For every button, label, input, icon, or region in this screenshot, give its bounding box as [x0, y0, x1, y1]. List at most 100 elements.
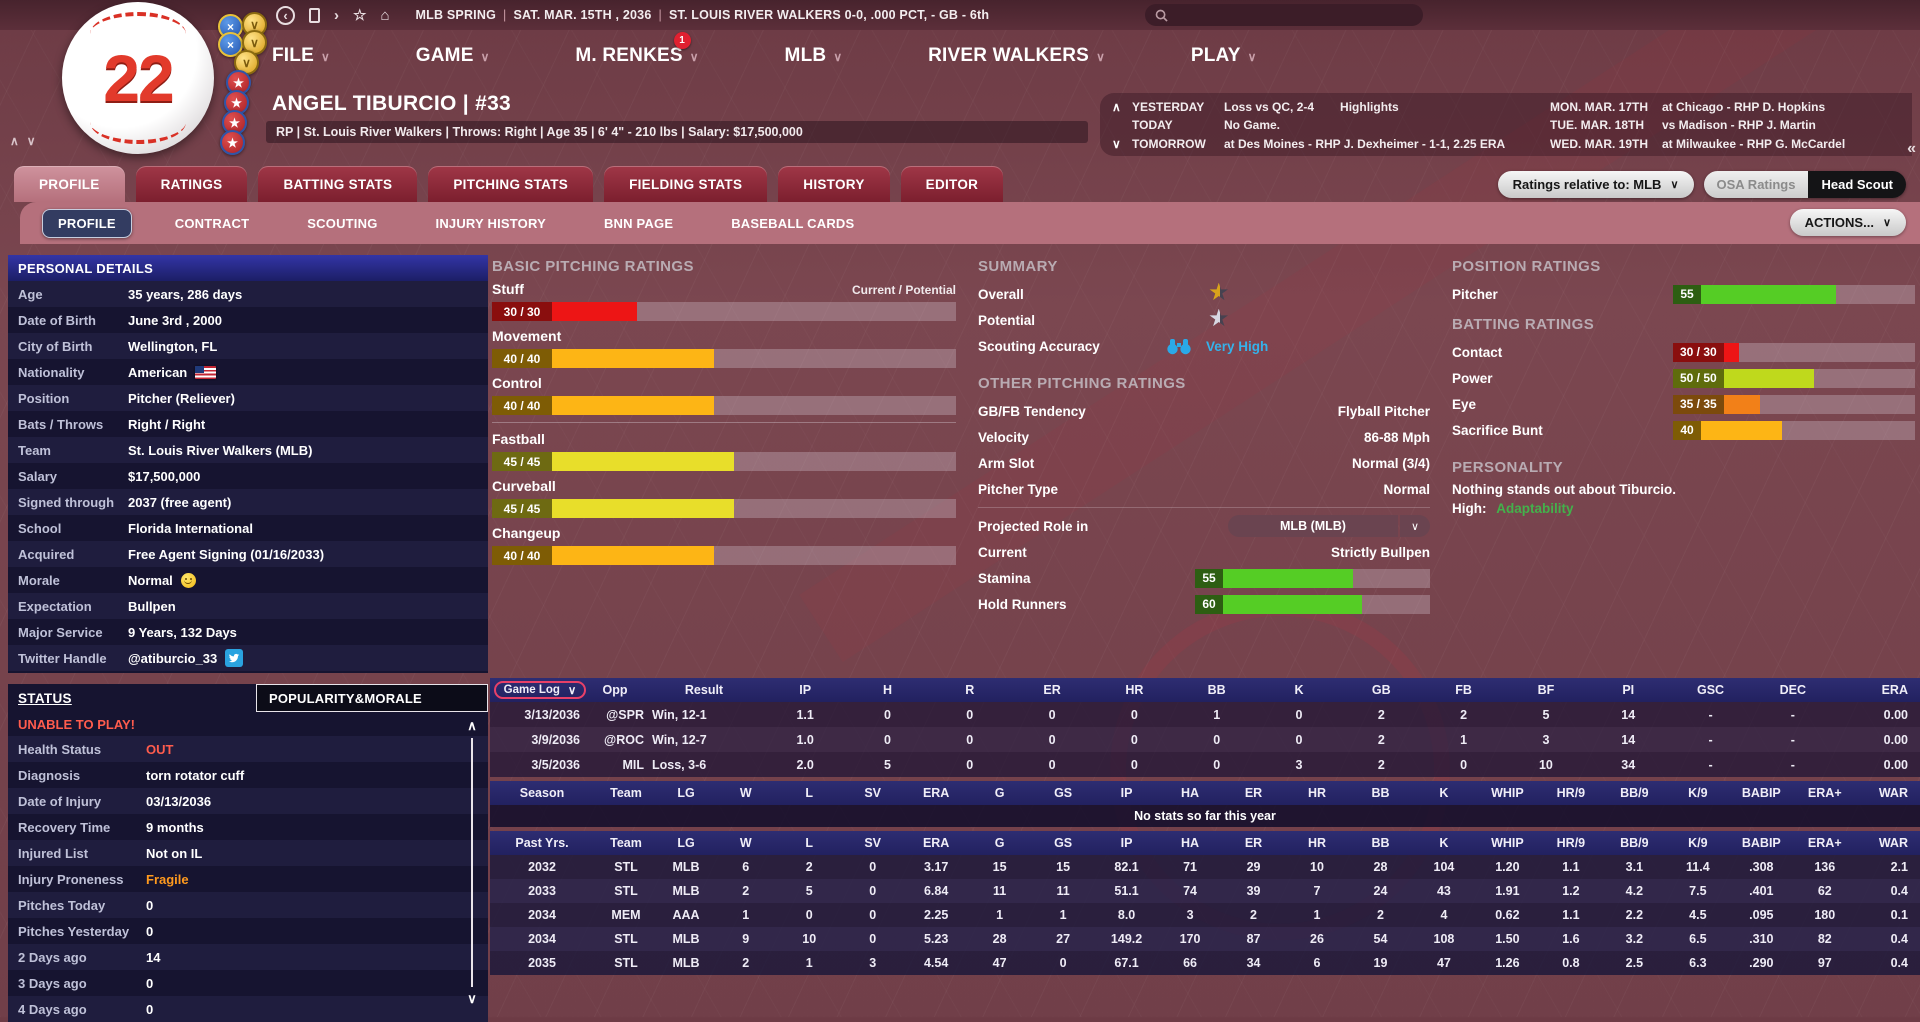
rating-label: Pitcher: [1452, 286, 1498, 302]
gamelog-cell: @ROC: [604, 732, 644, 747]
logo-scroll-arrows[interactable]: ∧ ∨: [10, 134, 36, 148]
season-stat-cell: 180: [1814, 908, 1836, 922]
rating-bar: 40 / 40: [492, 546, 956, 565]
tab-fielding-stats[interactable]: FIELDING STATS: [604, 166, 768, 202]
gamelog-cell: 0: [1130, 732, 1138, 747]
gamelog-cell: 2.0: [796, 757, 814, 772]
tab-ratings[interactable]: RATINGS: [135, 166, 248, 202]
section-divider: [492, 422, 956, 423]
tab-profile[interactable]: PROFILE: [14, 166, 125, 202]
menu-item-file[interactable]: FILE ∨: [272, 45, 330, 67]
season-stat-cell: 71: [1183, 860, 1197, 874]
chevron-down-icon: ∨: [1882, 217, 1891, 229]
scrollbar-track[interactable]: [471, 738, 473, 987]
tab-editor[interactable]: EDITOR: [900, 166, 1004, 202]
menu-item-river-walkers[interactable]: RIVER WALKERS ∨: [928, 45, 1105, 67]
column-header-w: W: [739, 836, 752, 850]
scroll-down-icon[interactable]: ∨: [26, 134, 36, 148]
scrollbar-down-icon[interactable]: ∨: [467, 991, 477, 1006]
season-stat-cell: 43: [1436, 884, 1451, 898]
detail-row-twitter-handle: Twitter Handle @atiburcio_33: [8, 645, 488, 671]
scroll-up-icon[interactable]: ∧: [10, 134, 19, 148]
season-stat-cell: 2034: [528, 908, 556, 922]
rating-bar-fill: [552, 452, 734, 471]
tab-pitching-stats[interactable]: PITCHING STATS: [428, 166, 594, 202]
forward-icon[interactable]: ›: [334, 6, 339, 24]
rating-value-box: 40 / 40: [492, 349, 552, 368]
search-box[interactable]: [1145, 4, 1423, 26]
rating-value-box: 45 / 45: [492, 499, 552, 518]
osa-ratings-button[interactable]: OSA Ratings: [1703, 171, 1809, 198]
subtab-profile[interactable]: PROFILE: [42, 208, 132, 238]
status-label: 2 Days ago: [18, 949, 87, 965]
gamelog-cell: Win, 12-1: [652, 707, 707, 722]
highlights-link[interactable]: Highlights: [1340, 99, 1399, 114]
chevron-down-icon: ∨: [833, 50, 843, 64]
subtab-bnn-page[interactable]: BNN PAGE: [603, 215, 674, 231]
gamelog-row: 3/13/2036 @SPR Win, 12-1 1.1 0 0 0 0 1 0 2 2 5 14 - - 0.…: [490, 702, 1920, 727]
rating-bar-fill: [1223, 594, 1362, 614]
team-ball-logo: 22: [62, 2, 214, 154]
rating-label: Changeup: [492, 525, 561, 541]
season-stat-cell: 104: [1433, 860, 1455, 874]
binoculars-icon: [1166, 338, 1206, 355]
subtab-baseball-cards[interactable]: BASEBALL CARDS: [731, 215, 855, 231]
personality-high-value: Adaptability: [1496, 501, 1574, 516]
season-stat-cell: 0: [1059, 956, 1067, 970]
us-flag-icon: [195, 365, 217, 379]
detail-value-text: Free Agent Signing (01/16/2033): [128, 546, 325, 562]
column-header-ha: HA: [1181, 786, 1200, 800]
collapse-panel-icon[interactable]: «: [1907, 140, 1916, 157]
detail-label: School: [18, 520, 62, 536]
ratings-relative-dropdown[interactable]: Ratings relative to: MLB ∨: [1497, 171, 1694, 198]
gamelog-cell: -: [1790, 757, 1795, 772]
rating-value-box: 50 / 50: [1673, 368, 1724, 388]
schedule-down-icon[interactable]: ∨: [1112, 136, 1121, 151]
head-scout-button[interactable]: Head Scout: [1808, 171, 1906, 198]
gamelog-cell: 5: [1542, 707, 1550, 722]
page-icon[interactable]: [309, 7, 320, 23]
season-stat-cell: 11.4: [1686, 860, 1710, 874]
subtab-scouting[interactable]: SCOUTING: [307, 215, 378, 231]
gamelog-cell: 0: [1130, 757, 1138, 772]
rating-bar-track: [552, 546, 956, 565]
subtab-injury-history[interactable]: INJURY HISTORY: [435, 215, 546, 231]
gamelog-cell: 3/13/2036: [524, 707, 580, 722]
search-input[interactable]: [1174, 8, 1394, 22]
tab-history[interactable]: HISTORY: [778, 166, 890, 202]
menu-item-game[interactable]: GAME ∨: [416, 45, 490, 67]
detail-value-text: Pitcher (Reliever): [128, 390, 235, 406]
status-scrollbar[interactable]: ∧ ∨: [464, 718, 480, 1007]
season-stat-cell: 8.0: [1117, 908, 1136, 922]
scrollbar-up-icon[interactable]: ∧: [467, 718, 477, 733]
subtab-contract[interactable]: CONTRACT: [174, 215, 250, 231]
menu-item-play[interactable]: PLAY ∨: [1191, 45, 1257, 67]
back-icon[interactable]: ‹: [276, 5, 295, 25]
actions-button[interactable]: ACTIONS... ∨: [1789, 209, 1906, 236]
schedule-up-icon[interactable]: ∧: [1112, 99, 1121, 114]
detail-value-text: 2037 (free agent): [128, 494, 232, 510]
rating-row-power: Power 50 / 50: [1452, 365, 1915, 391]
column-header-g: G: [994, 786, 1005, 800]
ratings-source-toggle: OSA Ratings Head Scout: [1703, 171, 1906, 198]
column-header-gb: GB: [1371, 683, 1391, 697]
bookmark-star-icon[interactable]: ☆: [353, 6, 367, 24]
status-value: 0: [146, 923, 154, 939]
menu-item-mlb[interactable]: MLB ∨: [785, 45, 843, 67]
other-rating-label: Stamina: [978, 570, 1031, 586]
twitter-icon[interactable]: [225, 649, 244, 667]
gamelog-cell: -: [1708, 707, 1713, 722]
rating-label-row: Stuff Current / Potential: [492, 281, 956, 302]
projected-role-dropdown[interactable]: MLB (MLB) ∨: [1228, 515, 1430, 537]
season-stat-row: 2035 STL MLB 2 1 3 4.54 47 0 67.1 66 34 6 19 47 1.26 0.8…: [490, 951, 1920, 975]
season-stat-cell: 0: [869, 884, 877, 898]
tab-batting-stats[interactable]: BATTING STATS: [258, 166, 418, 202]
menu-item-m-renkes[interactable]: M. RENKES ∨ 1: [575, 32, 699, 67]
tab-popularity-morale[interactable]: POPULARITY&MORALE: [256, 684, 488, 712]
home-icon[interactable]: ⌂: [380, 6, 390, 24]
gamelog-selector-dropdown[interactable]: Game Log ∨: [494, 681, 586, 699]
rating-bar-track: [552, 349, 956, 368]
column-header-bf: BF: [1537, 683, 1555, 697]
season-stat-cell: 0: [869, 932, 877, 946]
season-stat-cell: 2.2: [1625, 908, 1644, 922]
